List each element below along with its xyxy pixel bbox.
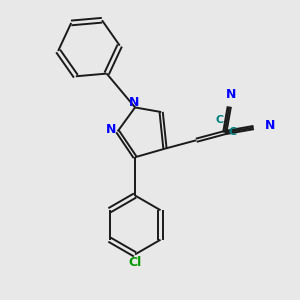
Text: N: N xyxy=(106,123,116,136)
Text: N: N xyxy=(226,88,236,101)
Text: N: N xyxy=(266,119,276,133)
Text: Cl: Cl xyxy=(128,256,142,269)
Text: C: C xyxy=(228,127,236,137)
Text: N: N xyxy=(128,96,139,109)
Text: C: C xyxy=(216,115,224,125)
